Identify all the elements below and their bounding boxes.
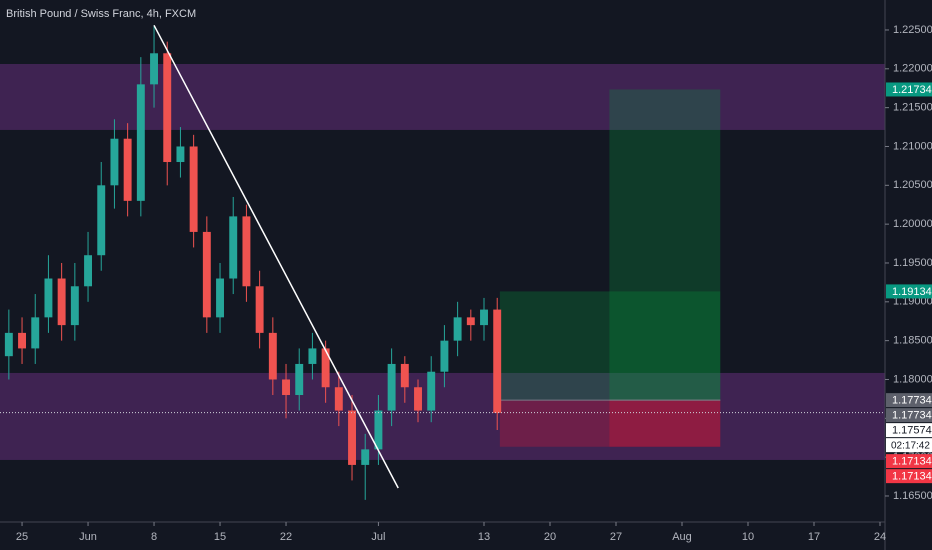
y-tick-label: 1.21500: [893, 102, 932, 114]
candle-body: [97, 185, 106, 256]
candle-body: [321, 348, 330, 388]
price-label: 1.17574: [892, 425, 932, 437]
candle-body: [308, 348, 317, 364]
y-tick-label: 1.19000: [893, 296, 932, 308]
candle-body: [44, 278, 53, 318]
x-tick-label: 24: [874, 531, 886, 543]
price-label: 1.21734: [892, 84, 932, 96]
plot-area: [0, 24, 885, 500]
time-axis: [0, 522, 885, 550]
axes: 1.165001.170001.175001.180001.185001.190…: [16, 24, 932, 543]
candle-body: [242, 216, 251, 287]
candle-body: [31, 317, 40, 349]
zone: [0, 63, 885, 130]
x-tick-label: 25: [16, 531, 28, 543]
candle-body: [480, 309, 488, 326]
x-tick-label: 10: [742, 531, 754, 543]
candle-body: [18, 332, 27, 349]
price-label: 1.17734: [892, 395, 932, 407]
candle-body: [268, 332, 277, 380]
candle-body: [229, 216, 238, 279]
candle-body: [453, 317, 462, 341]
candle-body: [387, 363, 396, 411]
y-tick-label: 1.19500: [893, 257, 932, 269]
candle-body: [440, 340, 449, 372]
profit-zone: [499, 291, 721, 401]
price-label: 1.17734: [892, 410, 932, 422]
candle-body: [110, 138, 119, 186]
x-tick-label: 8: [151, 531, 157, 543]
price-label: 1.19134: [892, 286, 932, 298]
loss-zone: [499, 400, 721, 447]
x-tick-label: 22: [280, 531, 292, 543]
y-tick-label: 1.20500: [893, 179, 932, 191]
candle-body: [255, 286, 264, 333]
candle-body: [57, 278, 66, 326]
candle-body: [361, 449, 370, 465]
chart-title: British Pound / Swiss Franc, 4h, FXCM: [6, 8, 196, 20]
countdown: 02:17:42: [891, 440, 930, 451]
candle-body: [282, 379, 290, 396]
x-tick-label: Jul: [371, 531, 385, 543]
y-tick-label: 1.18000: [893, 373, 932, 385]
y-tick-label: 1.18500: [893, 335, 932, 347]
countdown-bg: [886, 438, 932, 453]
x-tick-label: 13: [478, 531, 490, 543]
candle-body: [84, 255, 92, 287]
candle-body: [189, 146, 198, 232]
trend-line: [153, 24, 399, 489]
price-label-bg: [886, 423, 932, 438]
candle-body: [163, 53, 172, 163]
candle-body: [136, 84, 145, 201]
y-tick-label: 1.20000: [893, 218, 932, 230]
candle-body: [493, 309, 502, 413]
x-tick-label: 17: [808, 531, 820, 543]
candle-body: [374, 410, 383, 450]
candle-body: [295, 363, 304, 396]
candle-body: [466, 317, 475, 326]
x-tick-label: Jun: [79, 531, 97, 543]
x-tick-label: Aug: [672, 531, 692, 543]
price-label-bg: [886, 408, 932, 423]
price-label-bg: [886, 393, 932, 408]
candle-body: [334, 387, 343, 411]
price-label-bg: [886, 284, 932, 299]
x-tick-label: 27: [610, 531, 622, 543]
price-label-bg: [886, 82, 932, 97]
candle-body: [150, 53, 158, 85]
price-label-bg: [886, 454, 932, 469]
x-tick-label: 20: [544, 531, 556, 543]
candle-body: [202, 231, 211, 318]
zone: [0, 372, 885, 460]
candle-body: [4, 332, 13, 357]
y-tick-label: 1.21000: [893, 140, 932, 152]
y-tick-label: 1.22500: [893, 24, 932, 36]
candle-body: [176, 146, 185, 163]
price-label-bg: [886, 469, 932, 484]
price-label: 1.17134: [892, 471, 932, 483]
candle-body: [70, 286, 79, 326]
x-tick-label: 15: [214, 531, 226, 543]
price-label: 1.17134: [892, 456, 932, 468]
y-tick-label: 1.16500: [893, 490, 932, 502]
candle-body: [400, 363, 409, 388]
profit-zone: [609, 89, 721, 401]
loss-zone: [609, 400, 721, 447]
candle-body: [216, 278, 224, 318]
candle-body: [123, 138, 132, 201]
candle-body: [427, 371, 436, 411]
candle-body: [414, 387, 422, 411]
y-tick-label: 1.22000: [893, 63, 932, 75]
candle-body: [348, 410, 356, 465]
